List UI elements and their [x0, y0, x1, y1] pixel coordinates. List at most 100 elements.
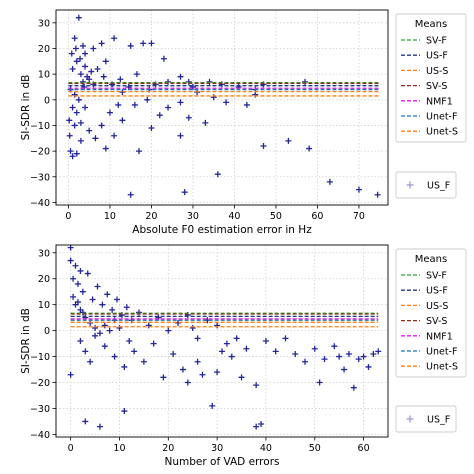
- scatter-point: [69, 153, 76, 160]
- scatter-point: [194, 335, 201, 342]
- scatter-point: [189, 83, 196, 90]
- scatter-point: [306, 145, 313, 152]
- scatter-point: [72, 45, 79, 52]
- scatter-point: [243, 101, 250, 108]
- scatter-point: [179, 366, 186, 373]
- scatter-point: [73, 150, 80, 157]
- scatter-point: [243, 345, 250, 352]
- scatter-point: [160, 55, 167, 62]
- scatter-point: [106, 327, 113, 334]
- scatter-point: [114, 296, 121, 303]
- legend-entry: Unet-F: [426, 112, 457, 123]
- scatter-point: [69, 66, 76, 73]
- scatter-point: [77, 267, 84, 274]
- scatter-point: [89, 296, 96, 303]
- x-tick-label: 50: [270, 211, 282, 222]
- scatter-point: [345, 350, 352, 357]
- x-tick-label: 30: [211, 443, 223, 454]
- scatter-point: [99, 301, 106, 308]
- y-tick-label: 0: [44, 95, 50, 106]
- scatter-point: [70, 293, 77, 300]
- scatter-point: [101, 343, 108, 350]
- scatter-point: [79, 288, 86, 295]
- scatter-point: [82, 104, 89, 111]
- scatter-point: [72, 262, 79, 269]
- x-tick-label: 40: [260, 443, 272, 454]
- scatter-point: [119, 117, 126, 124]
- x-tick-label: 20: [145, 211, 157, 222]
- scatter-point: [101, 322, 108, 329]
- scatter-point: [74, 280, 81, 287]
- scatter-point: [292, 350, 299, 357]
- scatter-point: [94, 66, 101, 73]
- y-tick-label: −40: [30, 430, 50, 441]
- x-tick-label: 10: [113, 443, 125, 454]
- scatter-point: [77, 119, 84, 126]
- scatter-point: [165, 327, 172, 334]
- scatter-point: [84, 270, 91, 277]
- scatter-point: [92, 332, 99, 339]
- scatter-point: [210, 94, 217, 101]
- axes-frame: [55, 9, 389, 206]
- scatter-point: [181, 189, 188, 196]
- legend-means: Means SV-F US-F US-S SV-S NMF1 Unet-F Unet-S: [395, 13, 467, 143]
- legend-scatter-marker: [406, 181, 414, 189]
- scatter-point: [92, 135, 99, 142]
- scatter-point: [214, 322, 221, 329]
- y-tick-label: −20: [30, 378, 50, 389]
- scatter-point: [121, 363, 128, 370]
- scatter-point: [160, 374, 167, 381]
- scatter-point: [71, 91, 78, 98]
- y-tick-label: −10: [30, 352, 50, 363]
- scatter-point: [75, 14, 82, 21]
- legend-scatter-marker: [406, 415, 414, 423]
- x-tick-label: 0: [65, 211, 71, 222]
- scatter-point: [77, 338, 84, 344]
- scatter-point: [98, 40, 105, 47]
- legend-entry: NMF1: [426, 96, 453, 107]
- scatter-point: [106, 109, 113, 116]
- chart-panel-1: 0 10 20 30 40 50 60 70 30 20 10 0 −10 −20 −30 −40 Absolu…: [20, 9, 467, 236]
- x-tick-label: 30: [187, 211, 199, 222]
- scatter-point: [131, 348, 138, 355]
- legend-box: [395, 13, 467, 143]
- scatter-point: [136, 148, 142, 155]
- scatter-point: [262, 338, 269, 344]
- scatter-point: [214, 171, 221, 178]
- x-tick-label: 60: [358, 443, 370, 454]
- x-tick-label: 10: [104, 211, 116, 222]
- scatter-point: [66, 132, 73, 139]
- legend-box: [395, 405, 457, 433]
- scatter-point: [70, 275, 77, 282]
- scatter-point: [126, 338, 133, 344]
- scatter-point: [233, 335, 240, 342]
- scatter-point: [73, 109, 80, 116]
- scatter-point: [74, 299, 81, 306]
- scatter-point: [252, 91, 259, 98]
- x-tick-label: 20: [162, 443, 174, 454]
- scatter-point: [302, 358, 308, 365]
- scatter-point: [360, 353, 367, 360]
- scatter-point: [98, 122, 105, 129]
- legend-entry: SV-F: [426, 36, 447, 47]
- scatter-point: [209, 402, 216, 409]
- legend-entry: US_F: [427, 181, 450, 192]
- scatter-point: [77, 71, 84, 78]
- legend-entry: Unet-S: [426, 127, 458, 138]
- scatter-point: [199, 371, 206, 378]
- scatter-point: [321, 356, 328, 363]
- scatter-point: [228, 353, 235, 360]
- scatter-point: [150, 340, 157, 347]
- scatter-point: [133, 71, 140, 78]
- scatter-point: [77, 137, 84, 144]
- y-tick-label: 0: [44, 326, 50, 337]
- legend-means: Means SV-F US-F US-S SV-S NMF1 Unet-F Unet-S: [395, 248, 467, 378]
- scatter-point: [116, 325, 123, 332]
- scatter-point: [326, 178, 333, 185]
- y-axis-label: SI-SDR in dB: [20, 308, 32, 374]
- scatter-point: [102, 58, 109, 65]
- scatter-point: [73, 58, 80, 65]
- scatter-point: [177, 132, 184, 139]
- scatter-point: [177, 73, 184, 80]
